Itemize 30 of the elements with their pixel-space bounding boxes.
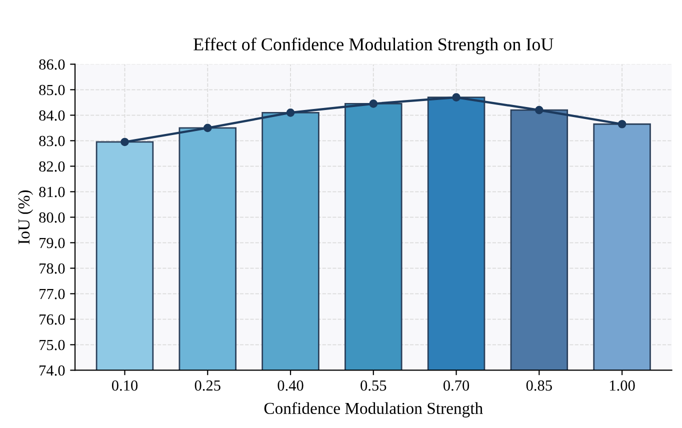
point xyxy=(203,124,212,132)
point xyxy=(452,93,460,102)
point xyxy=(369,100,378,108)
y-tick-label: 77.0 xyxy=(40,288,65,300)
chart-title: Effect of Confidence Modulation Strength on IoU xyxy=(194,38,554,54)
x-tick-label: 0.55 xyxy=(360,380,386,391)
x-tick-label: 0.40 xyxy=(278,380,304,391)
y-tick-label: 83.0 xyxy=(39,136,65,146)
y-axis-title: IoU (%) xyxy=(18,190,34,244)
point xyxy=(618,120,626,128)
point xyxy=(534,106,544,114)
y-tick-label: 74.0 xyxy=(40,365,65,376)
x-axis-title: Confidence Modulation Strength xyxy=(264,402,483,418)
y-tick-label: 81.0 xyxy=(39,186,65,198)
point xyxy=(286,108,295,117)
y-tick-label: 82.0 xyxy=(39,161,65,172)
y-tick-label: 86.0 xyxy=(39,59,65,70)
x-tick-label: 0.70 xyxy=(443,380,470,391)
x-tick-label: 0.25 xyxy=(194,380,220,391)
point xyxy=(120,138,129,146)
x-tick-label: 0.85 xyxy=(526,380,552,391)
y-tick-label: 80.0 xyxy=(39,212,65,223)
y-tick-label: 85.0 xyxy=(39,84,65,96)
y-tick-label: 79.0 xyxy=(40,238,65,248)
x-tick-label: 1.00 xyxy=(610,380,635,391)
y-tick-label: 76.0 xyxy=(40,314,65,325)
y-tick-label: 78.0 xyxy=(40,263,65,274)
x-tick-label: 0.10 xyxy=(112,380,138,391)
y-tick-label: 84.0 xyxy=(39,110,65,121)
y-tick-label: 75.0 xyxy=(40,340,65,350)
